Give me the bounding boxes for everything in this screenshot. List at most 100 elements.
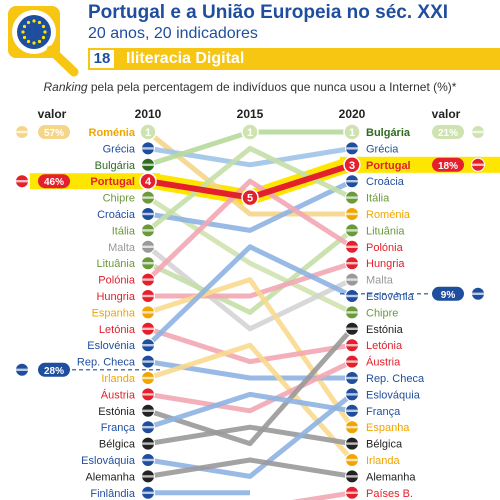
label-2020-italia: Itália [366,193,390,205]
label-2020-hungria: Hungria [366,258,405,270]
flag-2010-espanha [141,305,155,320]
series-line-croacia [147,178,354,233]
flag-eu-left-ue-stripe [16,368,28,371]
flag-2010-polonia-stripe [142,278,154,281]
flag-2020-italia-stripe [346,196,358,199]
flag-2020-irlanda [345,453,359,467]
label-2020-romenia: Roménia [366,209,411,221]
value-pill-bg [38,362,70,377]
series-line-letonia [147,326,353,365]
series-line-malta [146,244,354,332]
value-pill-bg [432,125,464,139]
rank-badge-number: 1 [349,127,355,139]
flag-2020-eslovenia-stripe [346,294,358,298]
flag-2020-hungria [345,256,359,271]
eu-magnifier-logo [4,2,82,78]
year-header-2015: 2015 [237,107,264,121]
value-pill-right-portugal: 18% [432,157,464,172]
label-2020-austria: Áustria [366,356,401,369]
flag-2020-eslovaquia [345,387,359,402]
flag-2020-letonia [345,338,359,353]
rank-badge-bulgaria-2020: 1 [343,123,361,141]
label-2010-rep-checa: Rep. Checa [77,357,136,369]
page-title: Portugal e a União Europeia no séc. XXI [88,2,449,23]
label-2010-grecia: Grécia [103,143,136,155]
flag-bulgaria-right-bulgaria [471,125,485,139]
rank-badge-number: 5 [247,193,253,205]
flag-2010-hungria [141,289,155,303]
flag-2010-finlandia-stripe [142,491,154,494]
label-2020-croacia: Croácia [366,176,405,188]
label-2020-malta: Malta [366,275,394,287]
flag-2010-eslovaquia [141,453,155,467]
flag-2020-rep-checa [345,371,359,385]
series-line-hungria [148,260,353,299]
flag-portugal-right-portugal-stripe [472,163,484,166]
rank-badge-circle [241,188,259,207]
label-2020-polonia: Polónia [366,242,404,254]
flag-2010-malta-stripe [142,245,154,248]
flag-eu-right-ue-stripe [472,292,484,295]
flag-2020-croacia-stripe [346,180,358,183]
series-line-austria [147,359,354,414]
flag-2010-austria [141,387,155,402]
value-pill-bg [432,157,464,172]
flag-2010-grecia-stripe [142,147,154,150]
label-2010-irlanda: Irlanda [101,373,136,385]
flag-2020-eslovaquia-stripe [346,393,358,396]
flag-2010-malta [141,239,155,254]
flag-2020-belgica [345,436,359,451]
series-line-eslovaquia [147,392,354,479]
label-2020-alemanha: Alemanha [366,471,416,483]
label-2010-eslovaquia: Eslováquia [81,455,136,467]
description-rest: pela pela percentagem de indivíduos que … [87,80,457,94]
flag-2020-grecia [345,141,359,156]
flag-2020-franca-stripe [346,409,358,412]
flag-2020-romenia [345,207,359,221]
label-2010-eslovenia: Eslovénia [87,340,136,352]
label-2020-rep-checa: Rep. Checa [366,373,425,385]
value-pill-text: 21% [438,128,458,139]
label-2010-franca: França [101,422,136,434]
label-2020-grecia: Grécia [366,143,399,155]
series-line-italia [146,145,354,233]
flag-2020-grecia-stripe [346,147,358,150]
flag-2010-lituania-stripe [142,262,154,265]
flag-2020-espanha-stripe [346,426,358,429]
flag-2010-italia-stripe [142,229,154,232]
rank-badge-circle [139,172,157,190]
series-line-belgica [147,424,353,447]
flag-2010-italia [141,223,155,238]
eu-circle [17,15,51,49]
label-2010-chipre: Chipre [103,193,135,205]
label-2010-italia: Itália [112,225,136,237]
flag-2010-alemanha [141,469,155,484]
label-2020-bulgaria: Bulgária [366,127,411,139]
flag-2020-eslovenia [345,289,359,303]
label-2020-franca: França [366,406,401,418]
value-pill-bg [38,174,70,189]
flag-2010-bulgaria-stripe [142,163,154,166]
flag-2010-franca-stripe [142,426,154,429]
label-2010-espanha: Espanha [92,307,136,319]
rank-badge-bulgaria-2015: 1 [241,123,259,141]
value-pill-left-romenia: 57% [38,125,70,139]
flag-2020-paises-b [345,485,359,500]
valor-label-left: valor [38,107,67,121]
rank-badge-portugal-2020: 3 [343,156,361,174]
flag-2020-lituania-stripe [346,229,358,232]
indicator-name: Iliteracia Digital [126,50,245,67]
flag-portugal-left-portugal-stripe [16,180,28,183]
year-header-2010: 2010 [135,107,162,121]
label-2010-portugal: Portugal [90,176,135,188]
flag-2010-chipre-stripe [142,196,154,199]
flag-eu-left-ue [15,362,29,377]
flag-2020-malta [345,272,359,287]
label-2010-belgica: Bélgica [99,439,136,451]
rank-badge-romenia-2010: 1 [139,123,157,141]
flag-2010-franca [141,420,155,435]
label-2010-croacia: Croácia [97,209,136,221]
flag-2010-eslovenia [141,338,155,353]
flag-2010-espanha-stripe [142,311,154,314]
